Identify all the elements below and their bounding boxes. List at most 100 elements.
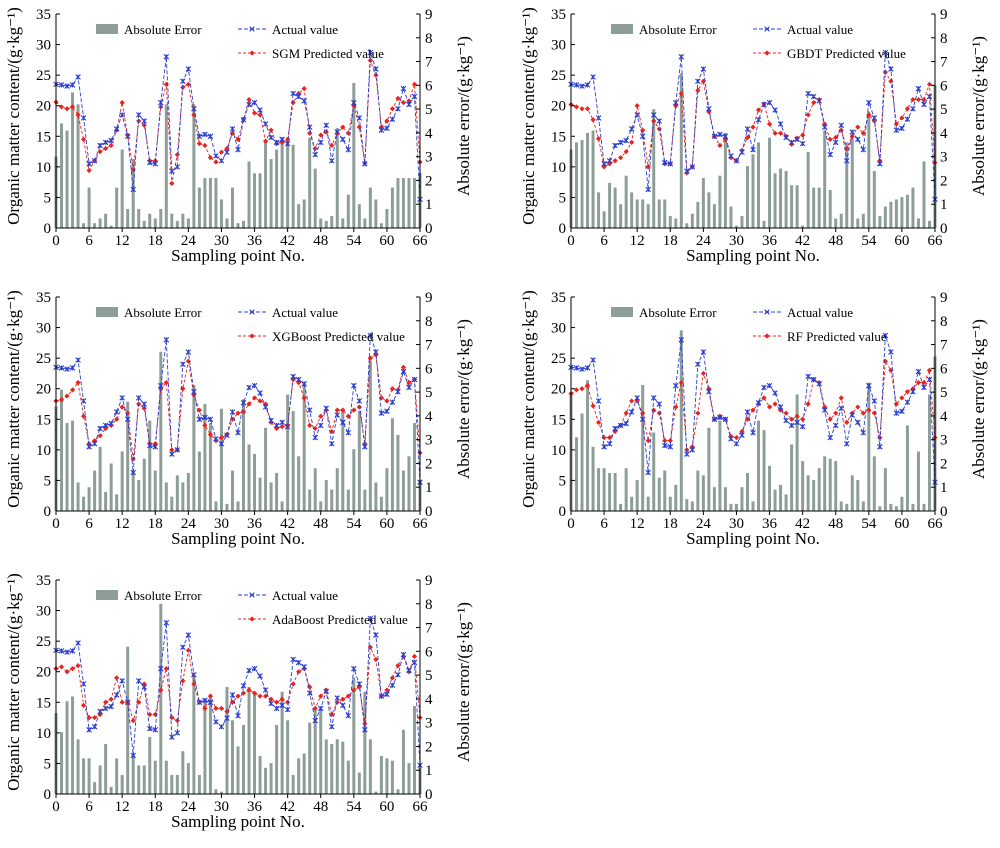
- predicted-point: [312, 425, 318, 432]
- predicted-point: [882, 69, 888, 75]
- error-bar: [65, 423, 69, 511]
- actual-point: [224, 432, 230, 438]
- error-bar: [148, 213, 152, 228]
- actual-point: [788, 139, 795, 146]
- x-tick-label: 66: [413, 799, 429, 815]
- error-bar: [76, 104, 80, 228]
- error-bar: [104, 744, 108, 794]
- error-bar: [401, 729, 405, 794]
- actual-point: [284, 706, 291, 713]
- predicted-point: [246, 97, 252, 103]
- predicted-point: [174, 152, 180, 158]
- y-left-tick-label: 10: [36, 443, 51, 459]
- predicted-point: [218, 149, 225, 155]
- y-left-tick-label: 35: [36, 573, 51, 589]
- actual-point: [378, 127, 385, 133]
- predicted-point: [921, 97, 927, 103]
- predicted-point: [334, 407, 340, 413]
- error-bar: [258, 477, 262, 511]
- predicted-point: [213, 705, 219, 711]
- actual-point: [108, 420, 114, 427]
- predicted-point: [92, 714, 98, 721]
- predicted-point: [634, 103, 640, 109]
- predicted-point: [411, 81, 418, 87]
- actual-point: [717, 414, 723, 421]
- error-bar: [253, 173, 257, 228]
- error-bar: [845, 503, 849, 511]
- error-bar: [230, 720, 234, 794]
- error-bar: [905, 194, 909, 228]
- error-bar: [790, 185, 794, 228]
- error-bar: [407, 456, 411, 511]
- error-bar: [379, 496, 383, 511]
- error-bar: [164, 760, 168, 794]
- error-bar: [253, 694, 257, 794]
- actual-point: [102, 422, 109, 429]
- error-bar: [159, 351, 163, 511]
- error-bar: [137, 765, 141, 794]
- y-right-tick-label: 0: [425, 504, 433, 520]
- error-bar: [71, 696, 75, 794]
- error-bar: [98, 446, 102, 511]
- y-left-tick-label: 15: [36, 695, 51, 711]
- y-right-axis-title: Absolute error/(g·kg⁻¹): [969, 36, 988, 196]
- actual-point: [124, 699, 131, 706]
- predicted-point: [114, 675, 120, 681]
- actual-point: [146, 159, 153, 166]
- y-right-tick-label: 9: [940, 290, 948, 306]
- legend-label-actual: Actual value: [272, 305, 338, 320]
- predicted-point: [318, 132, 324, 138]
- y-right-tick-label: 7: [940, 55, 948, 71]
- actual-point: [395, 671, 401, 678]
- error-bar: [341, 741, 345, 794]
- actual-point: [108, 703, 114, 710]
- predicted-point: [251, 110, 258, 116]
- x-tick-label: 36: [247, 799, 263, 815]
- actual-point: [317, 139, 324, 146]
- error-bar: [313, 708, 317, 794]
- x-tick-label: 24: [696, 233, 712, 249]
- predicted-point: [899, 115, 905, 121]
- predicted-point: [301, 85, 307, 92]
- error-bar: [192, 675, 196, 794]
- actual-point: [169, 168, 175, 174]
- predicted-point: [910, 386, 916, 392]
- actual-point: [235, 712, 241, 719]
- predicted-point: [196, 141, 202, 147]
- actual-point: [130, 186, 137, 193]
- predicted-point: [623, 410, 629, 416]
- x-axis-title: Sampling point No.: [686, 529, 820, 548]
- actual-point: [766, 99, 773, 106]
- error-bar: [357, 204, 361, 228]
- actual-point: [290, 90, 296, 97]
- error-bar: [619, 503, 623, 511]
- legend-bar-swatch: [611, 24, 633, 34]
- y-right-tick-label: 8: [425, 31, 433, 47]
- error-bar: [76, 482, 80, 511]
- error-bar: [242, 725, 246, 794]
- predicted-point: [700, 370, 706, 377]
- predicted-point: [733, 435, 740, 441]
- error-bar: [197, 451, 201, 511]
- actual-point: [849, 129, 856, 135]
- actual-point: [91, 157, 98, 164]
- actual-point: [69, 82, 76, 88]
- predicted-point: [279, 424, 285, 430]
- error-bar: [115, 758, 119, 794]
- error-bar: [253, 453, 257, 511]
- error-bar: [790, 444, 794, 511]
- x-tick-label: 48: [313, 233, 328, 249]
- actual-point: [135, 678, 142, 684]
- legend-label-absolute-error: Absolute Error: [124, 22, 202, 37]
- x-tick-label: 60: [379, 799, 394, 815]
- actual-point: [135, 395, 142, 401]
- error-bar: [120, 149, 124, 228]
- error-bar: [148, 736, 152, 794]
- legend-label-predicted: AdaBoost Predicted value: [272, 612, 408, 627]
- error-bar: [280, 137, 284, 228]
- error-bar: [591, 446, 595, 511]
- actual-point: [240, 682, 247, 689]
- predicted-point: [290, 100, 296, 106]
- error-bar: [630, 496, 634, 511]
- x-tick-label: 30: [729, 516, 744, 532]
